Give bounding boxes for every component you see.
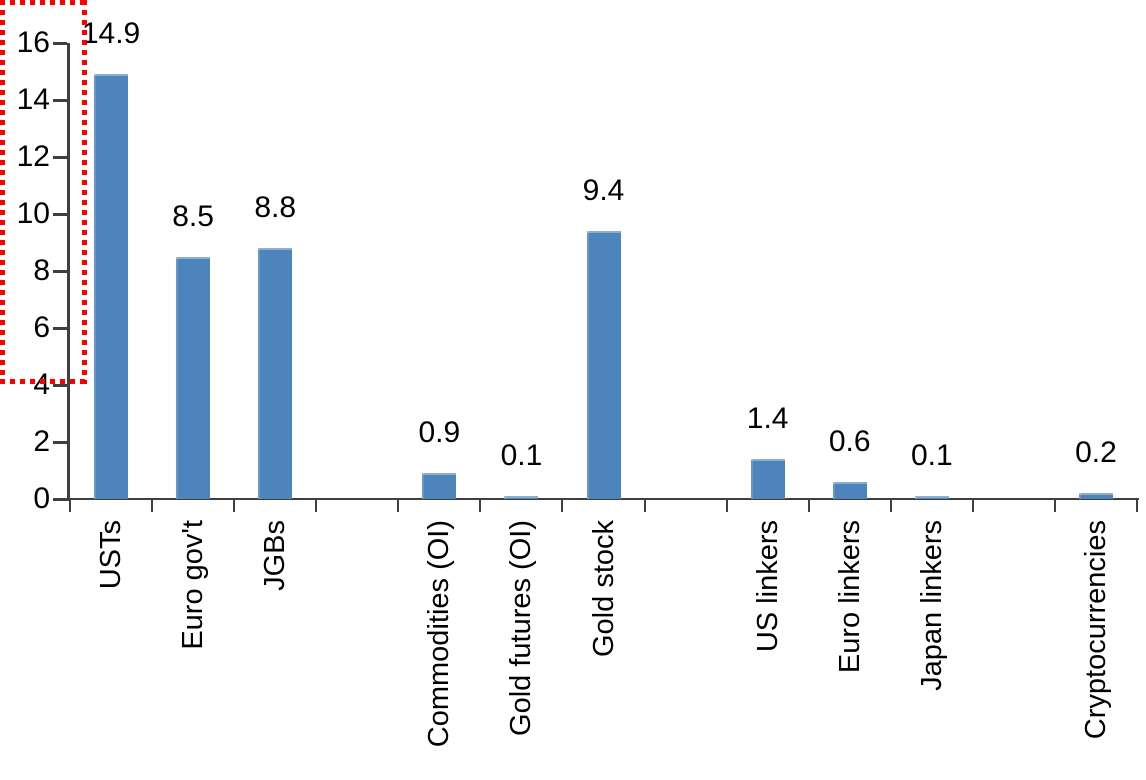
y-axis-tick: [53, 383, 67, 387]
bar-value-label: 14.9: [81, 17, 141, 51]
highlight-box-left: [0, 0, 5, 384]
highlight-box-right: [82, 0, 87, 384]
x-axis-tick: [233, 499, 236, 512]
x-axis-tick: [889, 499, 892, 512]
y-axis-tick: [53, 497, 67, 501]
y-tick-label: 2: [33, 425, 50, 458]
highlight-box: [0, 0, 87, 384]
category-label: USTs: [95, 520, 128, 590]
bar-value-label: 0.2: [1075, 436, 1117, 470]
x-axis-tick: [807, 499, 810, 512]
bar: [176, 256, 211, 499]
y-axis-tick: [53, 440, 67, 444]
bar: [750, 459, 785, 499]
x-axis-tick: [315, 499, 318, 512]
bar-value-label: 8.5: [172, 199, 214, 233]
y-axis-tick: [53, 269, 67, 273]
bar-value-label: 0.9: [418, 416, 461, 450]
category-label: US linkers: [751, 520, 784, 653]
x-axis-tick: [561, 499, 564, 512]
category-label: Gold futures (OI): [505, 520, 538, 736]
x-axis-tick: [1053, 499, 1056, 512]
bar: [832, 481, 867, 499]
y-tick-label: 4: [33, 368, 50, 401]
bar: [1078, 493, 1113, 499]
y-axis-line: [67, 43, 70, 501]
x-axis-tick: [643, 499, 646, 512]
y-tick-label: 16: [16, 26, 50, 59]
bar: [422, 473, 457, 499]
x-axis-tick: [971, 499, 974, 512]
highlight-box-top: [0, 0, 87, 5]
x-axis-tick: [1136, 499, 1138, 512]
bar: [504, 496, 539, 499]
y-axis-tick: [53, 212, 67, 216]
y-tick-label: 12: [16, 140, 50, 173]
bar: [586, 231, 621, 499]
y-axis-tick: [53, 326, 67, 330]
plot-area: 0 2 4 6 8 10 12 14 16 14.9 USTs 8.5 Euro gov't 8.8 JGB…: [0, 0, 1146, 747]
y-tick-label: 6: [33, 311, 50, 344]
x-axis-tick: [151, 499, 154, 512]
bar-value-label: 0.1: [500, 439, 543, 473]
x-axis-line: [67, 498, 1139, 500]
y-tick-label: 10: [16, 197, 50, 230]
category-label: Euro linkers: [833, 520, 866, 674]
bar-value-label: 0.1: [910, 439, 953, 473]
y-axis-tick: [53, 98, 67, 102]
category-label: Cryptocurrencies: [1079, 520, 1112, 740]
y-tick-label: 14: [16, 83, 50, 116]
x-axis-tick: [69, 499, 71, 512]
bar: [258, 248, 293, 499]
category-label: JGBs: [259, 520, 292, 591]
x-axis-tick: [397, 499, 400, 512]
y-axis-tick: [53, 155, 67, 159]
bar: [94, 74, 129, 499]
y-axis-tick: [53, 41, 67, 45]
x-axis-tick: [479, 499, 482, 512]
category-label: Commodities (OI): [423, 520, 456, 748]
category-label: Gold stock: [587, 520, 620, 657]
bar-value-label: 1.4: [746, 402, 789, 436]
y-tick-label: 0: [33, 482, 50, 515]
x-axis-tick: [725, 499, 728, 512]
bar-value-label: 8.8: [254, 191, 297, 225]
y-tick-label: 8: [33, 254, 50, 287]
highlight-box-bottom: [0, 379, 87, 384]
bar-value-label: 0.6: [828, 424, 871, 458]
bar: [914, 496, 949, 499]
category-label: Japan linkers: [915, 520, 948, 691]
bar-value-label: 9.4: [582, 174, 625, 208]
category-label: Euro gov't: [177, 520, 210, 650]
